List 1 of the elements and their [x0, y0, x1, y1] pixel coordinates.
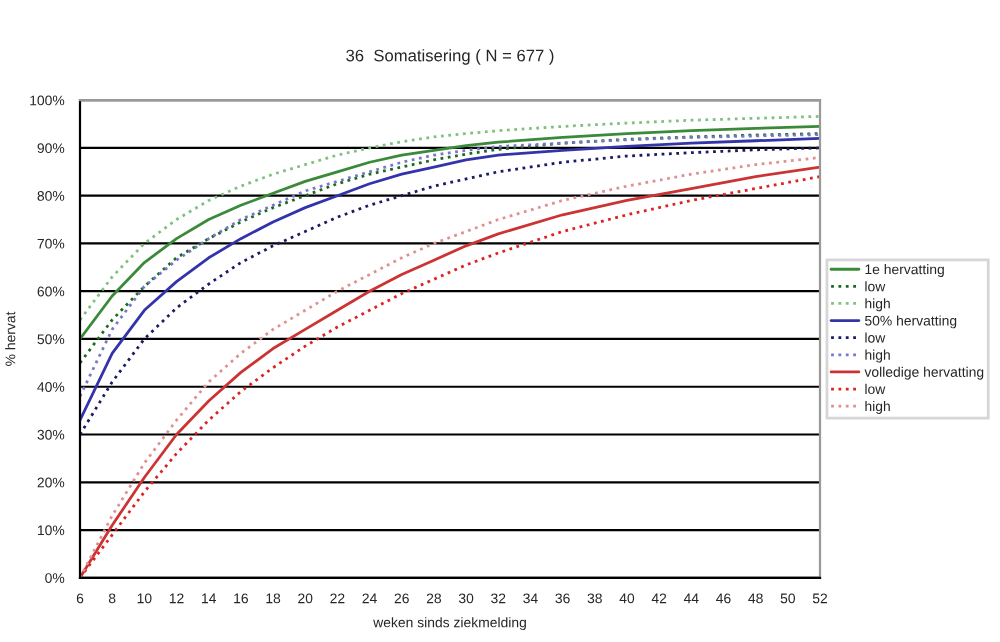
- chart-title: 36 Somatisering ( N = 677 ): [346, 49, 554, 65]
